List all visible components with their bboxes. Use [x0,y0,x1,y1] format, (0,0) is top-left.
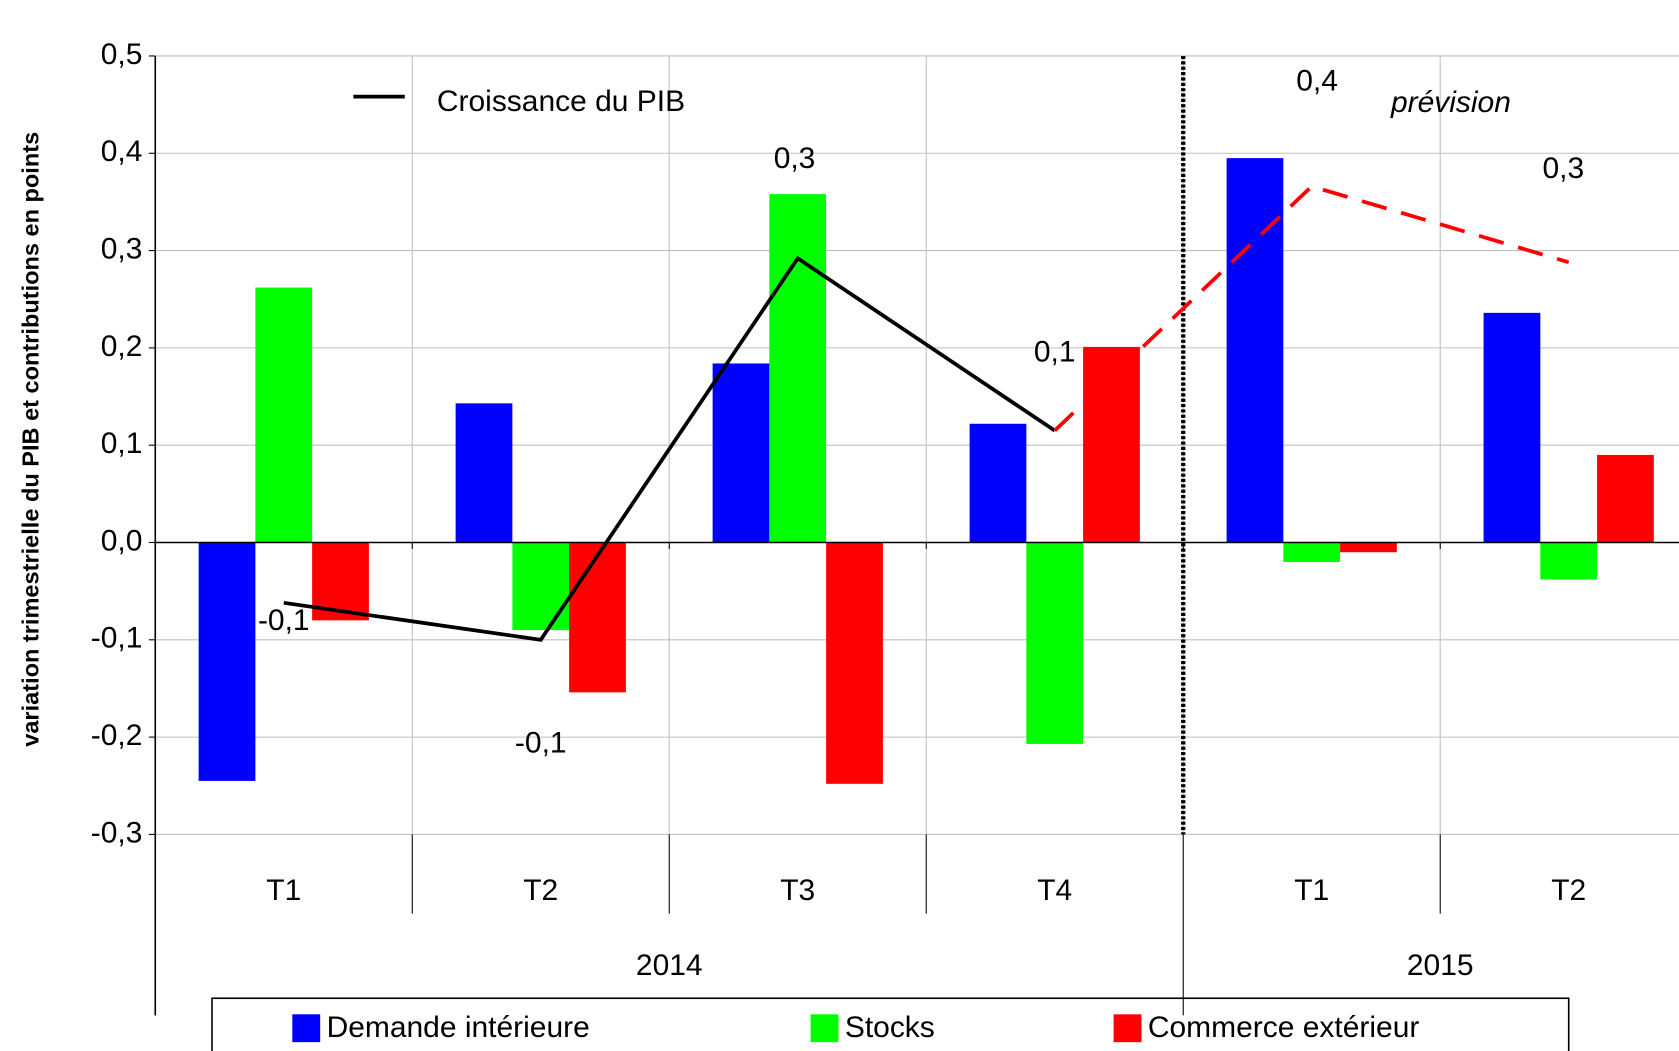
y-tick-label: 0,1 [101,427,143,460]
legend-swatch [292,1014,321,1043]
data-label: 0,3 [1543,152,1585,185]
y-tick-label: -0,1 [91,622,143,655]
bar [1483,312,1541,543]
bar [769,194,827,543]
x-tick-label: T2 [523,874,558,907]
y-tick-label: -0,2 [91,719,143,752]
x-tick-label: T4 [1037,874,1072,907]
bar [1597,454,1654,543]
data-label: -0,1 [515,727,567,760]
bar [1083,346,1140,543]
bar [1340,542,1397,553]
year-label: 2014 [636,949,703,982]
bar [712,363,770,543]
legend-label: Commerce extérieur [1148,1011,1419,1044]
bar [1026,542,1084,744]
y-tick-label: 0,0 [101,524,143,557]
legend-label: Stocks [845,1011,935,1044]
y-tick-label: 0,4 [101,135,143,168]
y-tick-label: 0,2 [101,330,143,363]
annotation: prévision [1390,86,1511,119]
bar [826,542,883,784]
gdp-forecast-line [1053,184,1570,432]
x-tick-label: T3 [780,874,815,907]
bar [1283,542,1341,562]
bar [455,403,513,543]
y-tick-label: -0,3 [91,816,143,849]
legend-label: Demande intérieure [327,1011,590,1044]
legend-swatch [1113,1014,1142,1043]
y-axis-title: variation trimestrielle du PIB et contri… [17,132,43,747]
x-tick-label: T2 [1551,874,1586,907]
data-label: 0,1 [1034,335,1076,368]
legend-label: Croissance du PIB [437,85,685,118]
bar [255,287,313,543]
legend-swatch [810,1014,839,1043]
data-label: -0,1 [258,604,310,637]
bar [512,542,570,631]
x-tick-label: T1 [1294,874,1329,907]
bar [969,423,1027,543]
y-tick-label: 0,5 [101,38,143,71]
bar [198,542,256,781]
y-tick-label: 0,3 [101,232,143,265]
bar [1540,542,1598,580]
data-label: 0,3 [774,142,816,175]
bar [569,542,626,693]
bar [1226,158,1284,543]
legend-box [211,997,1570,1051]
x-tick-label: T1 [266,874,301,907]
data-label: 0,4 [1296,64,1338,97]
year-label: 2015 [1407,949,1474,982]
gdp-line [283,255,1056,642]
